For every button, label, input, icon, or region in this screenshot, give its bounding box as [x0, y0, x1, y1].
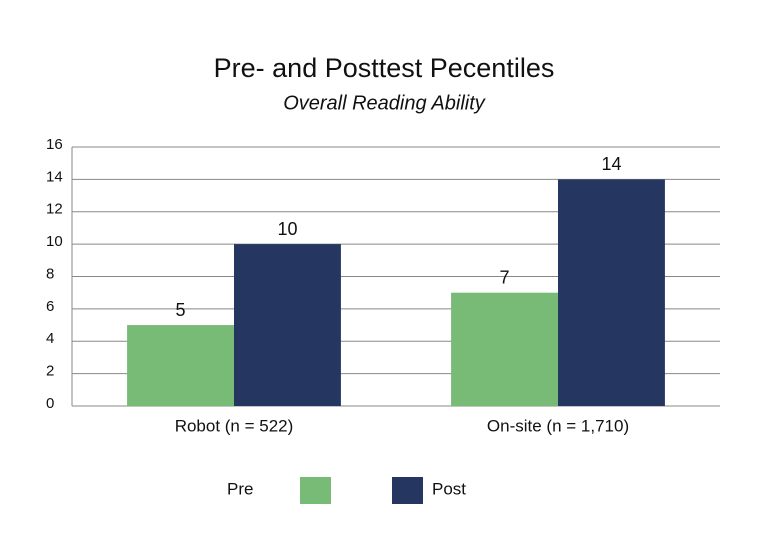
chart-title: Pre- and Posttest Pecentiles — [214, 53, 555, 83]
chart-subtitle: Overall Reading Ability — [283, 92, 486, 114]
value-label: 5 — [176, 300, 186, 320]
legend-swatch — [300, 477, 331, 504]
value-label: 7 — [500, 267, 510, 287]
bar — [451, 292, 558, 406]
y-tick-label: 10 — [46, 233, 63, 250]
bar — [558, 179, 665, 406]
x-tick-label: Robot (n = 522) — [175, 416, 294, 435]
value-label: 10 — [277, 219, 297, 239]
legend-swatch — [392, 477, 423, 504]
y-tick-label: 16 — [46, 136, 63, 153]
legend-label: Pre — [227, 479, 253, 498]
bar — [234, 244, 341, 406]
legend-label: Post — [432, 479, 466, 498]
y-tick-label: 0 — [46, 395, 54, 412]
y-tick-label: 14 — [46, 168, 63, 185]
y-tick-label: 12 — [46, 201, 63, 218]
y-tick-label: 4 — [46, 330, 54, 347]
bar — [127, 325, 234, 406]
x-tick-label: On-site (n = 1,710) — [487, 416, 629, 435]
value-label: 14 — [601, 154, 621, 174]
y-tick-label: 6 — [46, 298, 54, 315]
y-tick-label: 8 — [46, 265, 54, 282]
y-tick-label: 2 — [46, 363, 54, 380]
